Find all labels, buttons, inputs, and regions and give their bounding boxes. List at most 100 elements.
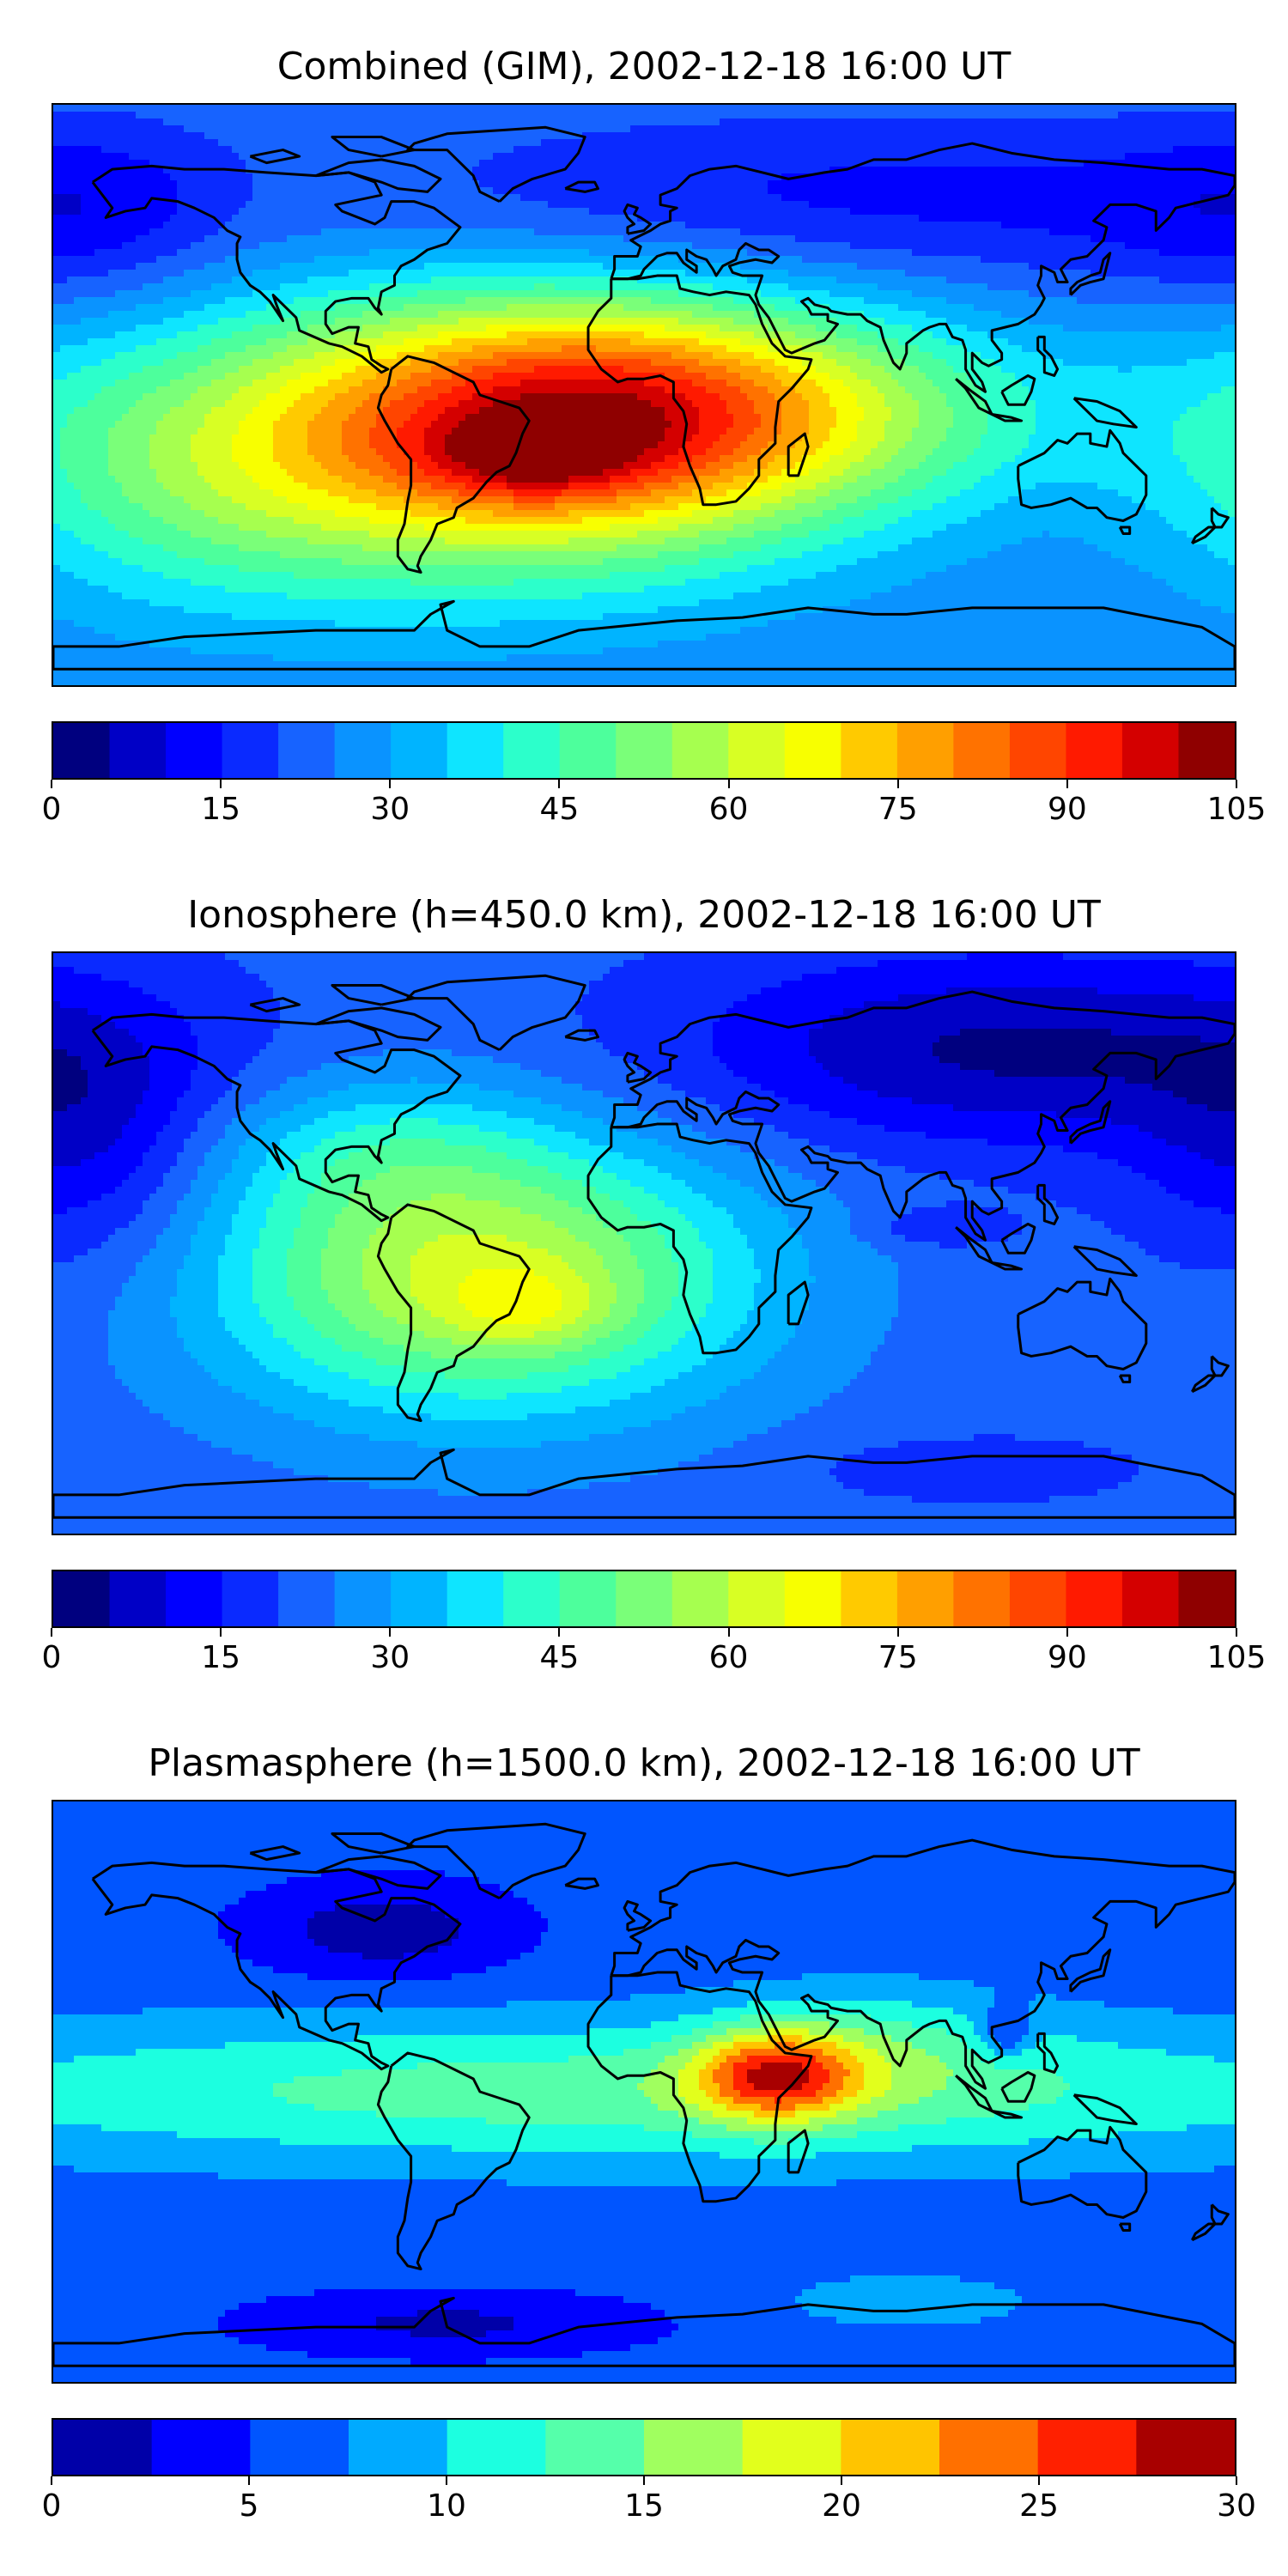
coastline — [53, 1448, 1235, 1519]
colorbar-swatch — [559, 1571, 617, 1626]
colorbar-tick — [220, 1628, 222, 1637]
colorbar-swatch — [616, 723, 673, 778]
coastline — [1210, 507, 1230, 529]
coastline — [331, 136, 416, 158]
colorbar-swatch — [53, 723, 111, 778]
coastline — [610, 142, 1235, 393]
colorbar-swatch — [1121, 1571, 1180, 1626]
colorbar-tick — [896, 780, 899, 788]
coastline — [376, 2051, 531, 2271]
colorbar-tick — [1038, 2476, 1040, 2485]
colorbar-swatch — [109, 1571, 167, 1626]
colorbar-swatch — [616, 1571, 673, 1626]
coastline — [1069, 1100, 1112, 1145]
colorbar-swatch — [53, 2420, 153, 2475]
coastline — [1069, 1948, 1112, 1993]
colorbar-tick — [51, 2476, 52, 2485]
coastline — [1072, 2093, 1138, 2126]
colorbar-tick-label: 45 — [540, 1640, 580, 1675]
coastline — [1000, 2070, 1036, 2103]
colorbar-swatch — [939, 2420, 1039, 2475]
colorbar-tick-label: 25 — [1019, 2488, 1059, 2524]
coastline — [1190, 2222, 1217, 2242]
coastline — [1072, 397, 1138, 429]
colorbar-tick — [51, 1628, 52, 1637]
colorbar-swatch — [953, 723, 1011, 778]
coastline — [586, 1122, 813, 1355]
coastline — [1036, 1183, 1060, 1225]
colorbar-swatch — [671, 1571, 730, 1626]
colorbar-tick-label: 0 — [42, 792, 62, 827]
coastline — [787, 432, 810, 477]
colorbar-swatch — [896, 723, 955, 778]
coastline — [610, 990, 1235, 1242]
colorbar-swatch — [1009, 723, 1067, 778]
colorbar-tick-label: 45 — [540, 792, 580, 827]
tec-field — [53, 953, 1235, 1534]
colorbar-tick-label: 90 — [1048, 792, 1087, 827]
colorbar-tick — [841, 2476, 842, 2485]
coastline — [53, 599, 1235, 671]
colorbar-swatch — [1066, 1571, 1123, 1626]
coastline — [1190, 1374, 1217, 1394]
colorbar-tick-label: 5 — [240, 2488, 259, 2524]
colorbar-tick — [389, 780, 392, 788]
colorbar-swatch — [503, 1571, 561, 1626]
colorbar-swatch — [166, 723, 223, 778]
coastline — [1017, 2125, 1148, 2219]
colorbar-swatch — [391, 723, 448, 778]
colorbar-swatch — [728, 1571, 786, 1626]
coastline — [1190, 526, 1217, 545]
colorbar-swatch — [151, 2420, 252, 2475]
panel-3-title: Plasmasphere (h=1500.0 km), 2002-12-18 1… — [0, 1741, 1288, 1785]
colorbar-tick — [1236, 2476, 1237, 2485]
coastline — [406, 125, 586, 204]
colorbar-swatch — [1136, 2420, 1235, 2475]
colorbar-tick — [220, 780, 222, 788]
colorbar-swatch — [349, 2420, 448, 2475]
colorbar-swatch — [222, 1571, 279, 1626]
colorbar-swatch — [1178, 723, 1235, 778]
coastline — [991, 1261, 1024, 1271]
colorbar-tick — [1236, 1628, 1237, 1637]
coastline — [53, 2296, 1235, 2367]
colorbar-tick — [643, 2476, 645, 2485]
coastline — [91, 1012, 462, 1223]
colorbar-swatch — [896, 1571, 955, 1626]
coastline — [991, 2110, 1024, 2119]
colorbar-swatch — [545, 2420, 645, 2475]
colorbar-tick — [558, 780, 561, 788]
colorbar-tick — [446, 2476, 447, 2485]
panel-2-title: Ionosphere (h=450.0 km), 2002-12-18 16:0… — [0, 893, 1288, 937]
coastline — [315, 1006, 442, 1042]
colorbar-tick — [727, 780, 730, 788]
coastline — [623, 1051, 653, 1084]
coastline — [610, 1838, 1235, 2090]
coastlines — [53, 1822, 1235, 2367]
colorbar-tick-label: 0 — [42, 1640, 62, 1675]
coastline — [1017, 428, 1148, 522]
coastline — [623, 203, 653, 235]
colorbar-swatch — [1178, 1571, 1235, 1626]
coastline — [1000, 1222, 1036, 1255]
coastline — [564, 180, 599, 193]
coastline — [315, 158, 442, 193]
coastline — [376, 1203, 531, 1423]
colorbar-tick — [1236, 780, 1237, 788]
colorbar-swatch — [742, 2420, 842, 2475]
coastline — [564, 1877, 599, 1890]
colorbar-tick — [51, 780, 52, 788]
coastline — [1118, 2222, 1132, 2232]
colorbar-swatch — [841, 2420, 940, 2475]
colorbar-tick-label: 20 — [822, 2488, 861, 2524]
colorbar-tick-label: 0 — [42, 2488, 62, 2524]
coastline — [249, 149, 301, 165]
colorbar-tick-label: 105 — [1207, 792, 1267, 827]
colorbar-swatch — [841, 723, 898, 778]
colorbar-tick — [1066, 1628, 1068, 1637]
colorbar-tick-label: 15 — [201, 792, 240, 827]
coastline — [586, 274, 813, 507]
colorbar-swatch — [447, 1571, 504, 1626]
colorbar-swatch — [447, 723, 504, 778]
colorbar-swatch — [53, 1571, 111, 1626]
